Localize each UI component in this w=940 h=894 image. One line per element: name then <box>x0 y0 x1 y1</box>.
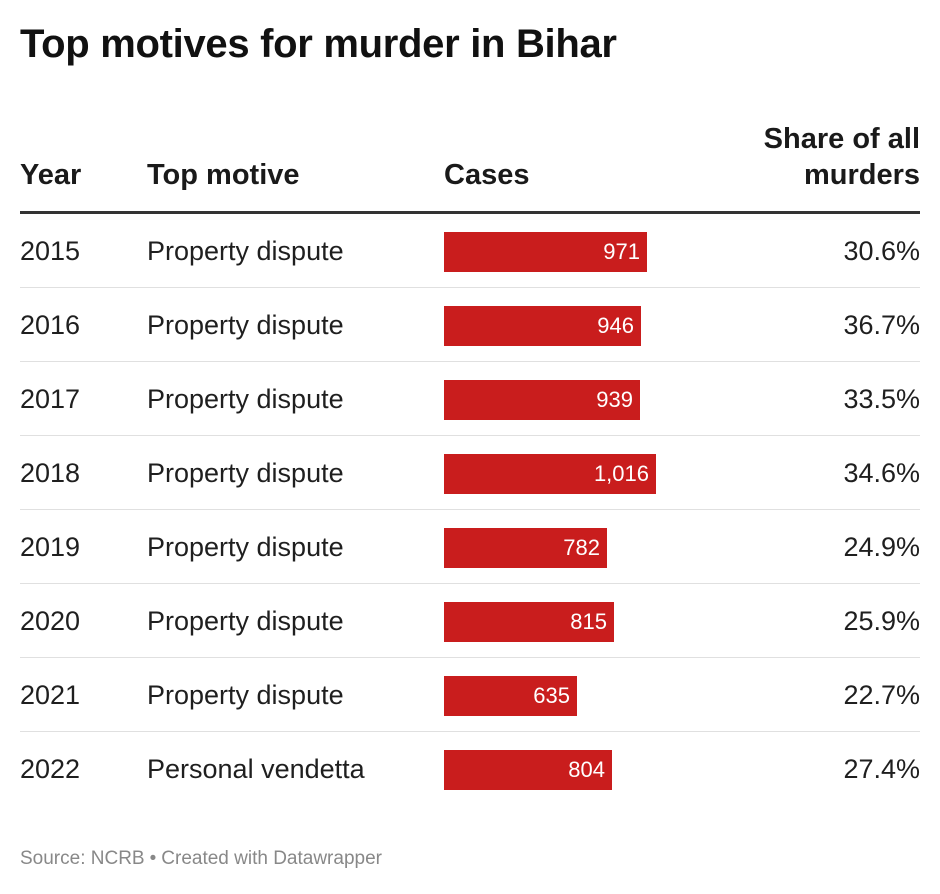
cell-year: 2015 <box>20 236 81 266</box>
cases-bar-track: 815 <box>444 602 684 642</box>
table-row: 2015 Property dispute 971 30.6% <box>20 214 920 288</box>
cases-bar-track: 971 <box>444 232 684 272</box>
cell-motive: Property dispute <box>147 606 344 636</box>
cell-year: 2017 <box>20 384 81 414</box>
cases-bar: 971 <box>444 232 647 272</box>
footer: Source: NCRB • Created with Datawrapper <box>20 848 382 870</box>
cases-bar-label: 635 <box>533 683 570 708</box>
footer-separator: • <box>149 848 157 869</box>
cell-motive: Property dispute <box>147 236 344 266</box>
cases-bar-track: 946 <box>444 306 684 346</box>
cell-motive: Property dispute <box>147 532 344 562</box>
cases-bar-label: 971 <box>603 239 640 264</box>
chart-title: Top motives for murder in Bihar <box>20 22 617 66</box>
cell-year: 2020 <box>20 606 81 636</box>
cases-bar: 782 <box>444 528 607 568</box>
header-share-line2: murders <box>803 159 920 191</box>
cell-share: 33.5% <box>843 384 920 414</box>
data-table: Year Top motive Cases Share of all murde… <box>20 120 920 806</box>
table-body: 2015 Property dispute 971 30.6% 2016 Property… <box>20 214 920 806</box>
cases-bar-label: 1,016 <box>593 461 649 486</box>
cell-share: 25.9% <box>843 606 920 636</box>
cell-year: 2022 <box>20 754 81 784</box>
table-row: 2022 Personal vendetta 804 27.4% <box>20 732 920 806</box>
table-row: 2018 Property dispute 1,016 34.6% <box>20 436 920 510</box>
header-motive: Top motive <box>147 159 300 191</box>
cell-motive: Property dispute <box>147 384 344 414</box>
cell-share: 30.6% <box>843 236 920 266</box>
cell-year: 2021 <box>20 680 81 710</box>
cases-bar-label: 946 <box>597 313 634 338</box>
cases-bar: 815 <box>444 602 614 642</box>
cases-bar-track: 939 <box>444 380 684 420</box>
cell-year: 2016 <box>20 310 81 340</box>
source-note: Source: NCRB <box>20 848 145 869</box>
cases-bar: 804 <box>444 750 612 790</box>
header-year: Year <box>20 159 82 191</box>
header-share: Share of all murders <box>700 121 920 193</box>
cases-bar-track: 635 <box>444 676 684 716</box>
cases-bar: 635 <box>444 676 577 716</box>
cases-bar-label: 782 <box>563 535 600 560</box>
header-share-line1: Share of all <box>763 123 920 155</box>
cell-year: 2019 <box>20 532 81 562</box>
table-row: 2021 Property dispute 635 22.7% <box>20 658 920 732</box>
table-row: 2017 Property dispute 939 33.5% <box>20 362 920 436</box>
credit-link[interactable]: Created with Datawrapper <box>161 848 382 869</box>
cell-share: 34.6% <box>843 458 920 488</box>
cell-share: 27.4% <box>843 754 920 784</box>
cases-bar-track: 1,016 <box>444 454 684 494</box>
cell-share: 24.9% <box>843 532 920 562</box>
cell-share: 22.7% <box>843 680 920 710</box>
cell-motive: Property dispute <box>147 310 344 340</box>
cases-bar-label: 815 <box>570 609 607 634</box>
cases-bar-track: 782 <box>444 528 684 568</box>
table-header: Year Top motive Cases Share of all murde… <box>20 120 920 214</box>
cases-bar: 946 <box>444 306 641 346</box>
cell-motive: Property dispute <box>147 458 344 488</box>
cases-bar-track: 804 <box>444 750 684 790</box>
cases-bar: 1,016 <box>444 454 656 494</box>
header-cases: Cases <box>444 159 530 191</box>
cases-bar: 939 <box>444 380 640 420</box>
cell-motive: Property dispute <box>147 680 344 710</box>
cell-year: 2018 <box>20 458 81 488</box>
cases-bar-label: 804 <box>568 757 605 782</box>
table-row: 2019 Property dispute 782 24.9% <box>20 510 920 584</box>
cell-share: 36.7% <box>843 310 920 340</box>
cell-motive: Personal vendetta <box>147 754 365 784</box>
table-row: 2016 Property dispute 946 36.7% <box>20 288 920 362</box>
cases-bar-label: 939 <box>596 387 633 412</box>
table-row: 2020 Property dispute 815 25.9% <box>20 584 920 658</box>
